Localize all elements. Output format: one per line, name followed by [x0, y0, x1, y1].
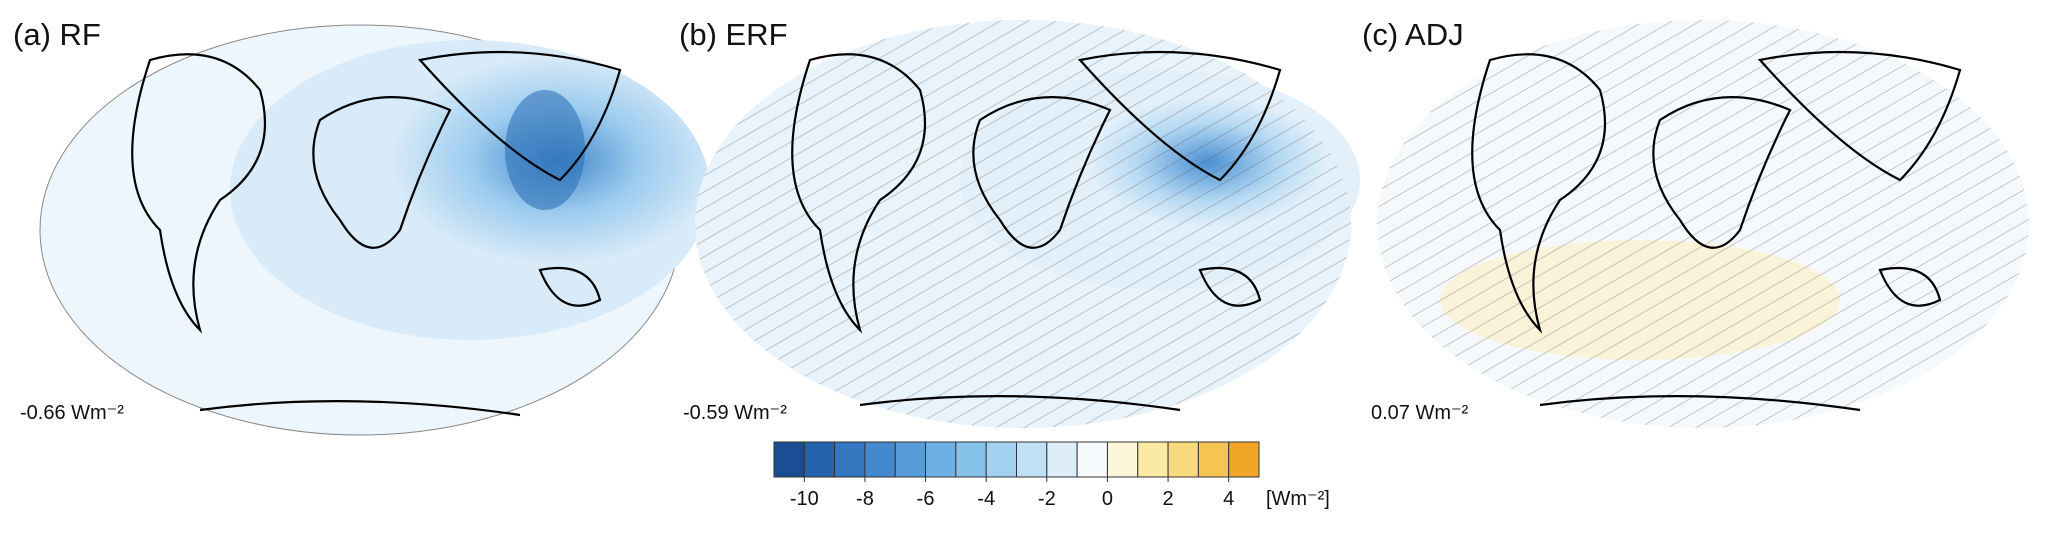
colorbar-box — [1076, 441, 1108, 478]
global-mean: 0.07 Wm⁻² — [1371, 402, 1469, 424]
colorbar-box — [834, 441, 866, 478]
colorbar-box — [894, 441, 927, 478]
panel-title: (c) ADJ — [1362, 17, 1464, 52]
colorbar-box — [925, 441, 957, 478]
colorbar-box — [773, 441, 805, 478]
colorbar-box — [1197, 441, 1230, 478]
colorbar-box — [1228, 441, 1260, 478]
panel-title: (a) RF — [13, 17, 101, 52]
colorbar-tick-label: -10 — [790, 488, 819, 510]
colorbar-unit: [Wm⁻²] — [1266, 488, 1330, 510]
colorbar-box — [1137, 441, 1169, 478]
colorbar-tick-label: -6 — [917, 488, 935, 510]
panel-title: (b) ERF — [679, 17, 788, 52]
global-mean: -0.66 Wm⁻² — [20, 402, 124, 424]
colorbar-box — [1016, 441, 1048, 478]
colorbar-box — [1046, 441, 1078, 478]
colorbar-box — [1106, 441, 1139, 478]
colorbar-tick-label: 4 — [1223, 488, 1234, 510]
colorbar-tick-label: -8 — [856, 488, 874, 510]
colorbar-tick-label: 2 — [1163, 488, 1174, 510]
map-rf — [39, 24, 710, 436]
map-erf — [695, 20, 1360, 428]
colorbar-tick-label: 0 — [1102, 488, 1113, 510]
colorbar: -10 -8 -6 -4 -2 0 2 4 [Wm⁻²] — [773, 441, 1330, 510]
colorbar-tick-label: -2 — [1038, 488, 1056, 510]
colorbar-tick-label: -4 — [977, 488, 995, 510]
colorbar-box — [955, 441, 987, 478]
colorbar-box — [985, 441, 1017, 478]
map-adj — [1377, 20, 2029, 428]
global-mean: -0.59 Wm⁻² — [683, 402, 787, 424]
colorbar-box — [803, 441, 836, 478]
colorbar-box — [864, 441, 896, 478]
colorbar-box — [1167, 441, 1199, 478]
